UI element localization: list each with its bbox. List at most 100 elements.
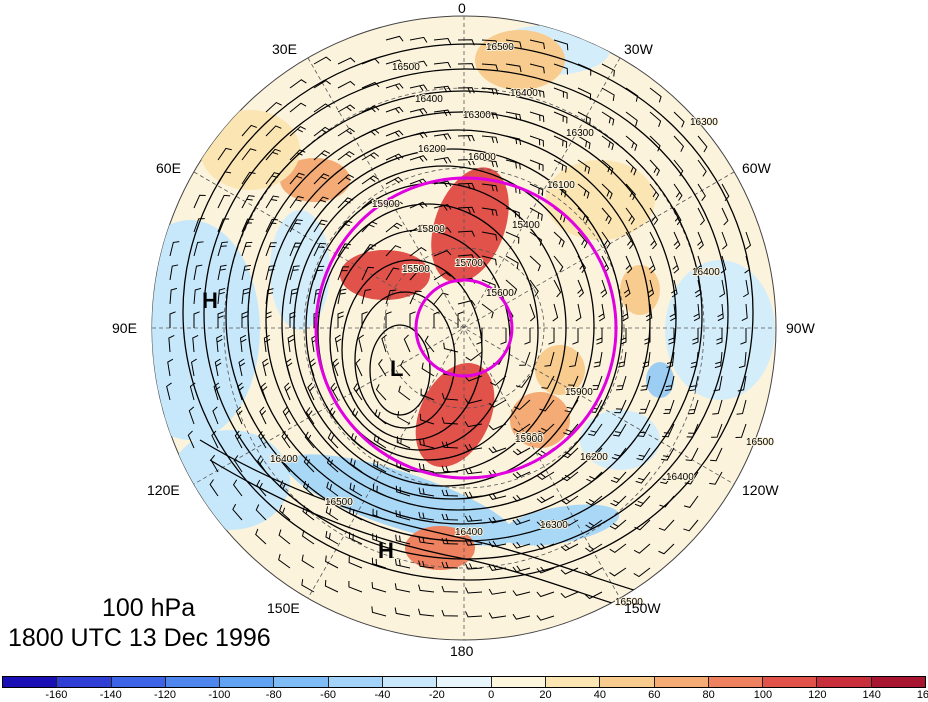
wind-barb — [385, 245, 402, 257]
wind-barb — [421, 362, 435, 377]
wind-barb — [457, 87, 475, 94]
wind-barb — [361, 311, 368, 328]
wind-barb — [355, 358, 363, 377]
wind-barb — [313, 265, 325, 281]
wind-barb — [216, 334, 223, 353]
wind-barb — [529, 231, 543, 246]
wind-barb — [572, 328, 579, 345]
wind-barb — [673, 207, 682, 226]
wind-barb — [658, 519, 675, 531]
wind-barb — [193, 264, 203, 281]
wind-barb — [611, 447, 627, 460]
wind-barb — [464, 467, 483, 475]
wind-barb — [716, 328, 723, 345]
colorbar-segment — [111, 677, 166, 687]
contour-label: 16300 — [690, 117, 718, 128]
wind-barb — [433, 61, 452, 68]
wind-barb — [212, 406, 219, 425]
wind-barb — [441, 513, 459, 521]
wind-barb — [289, 265, 300, 281]
wind-barb — [481, 183, 498, 192]
wind-barb — [601, 63, 615, 77]
wind-barb — [361, 289, 372, 305]
wind-barb — [418, 487, 435, 497]
contour-label: 15900 — [565, 387, 593, 398]
colorbar-segment — [383, 677, 438, 687]
wind-barb — [313, 103, 331, 113]
wind-barb — [241, 288, 250, 305]
wind-barb — [529, 159, 544, 172]
wind-barb — [719, 279, 726, 298]
wind-barb — [663, 399, 675, 414]
wind-barb — [441, 417, 459, 425]
wind-barb — [279, 480, 291, 497]
wind-barb — [625, 111, 638, 127]
wind-barb — [488, 516, 507, 524]
wind-barb — [488, 399, 507, 408]
wind-barb — [552, 303, 559, 322]
wind-barb — [167, 358, 174, 377]
wind-barb — [529, 39, 546, 50]
wind-barb — [560, 543, 579, 552]
wind-barb — [361, 105, 380, 113]
wind-barb — [476, 328, 483, 345]
contour-label: 15600 — [486, 288, 514, 299]
wind-barb — [577, 279, 585, 298]
wind-barb — [512, 590, 531, 596]
wind-barb — [348, 580, 363, 593]
wind-barb — [637, 423, 651, 437]
wind-barb — [349, 507, 363, 521]
wind-barb — [385, 311, 392, 328]
wind-barb — [457, 254, 476, 261]
wind-barb — [512, 613, 531, 620]
wind-barb — [553, 159, 567, 173]
wind-barb — [381, 334, 387, 353]
wind-barb — [505, 279, 518, 296]
wind-barb — [697, 231, 704, 250]
wind-barb — [512, 518, 531, 526]
wind-barb — [313, 126, 331, 137]
wind-barb — [561, 471, 579, 482]
wind-barb — [616, 375, 627, 391]
wind-barb — [601, 231, 611, 249]
wind-barb — [433, 292, 449, 305]
wind-barb — [361, 266, 374, 281]
wind-barb — [265, 265, 276, 281]
wind-barb — [289, 219, 303, 233]
contour-label: 16000 — [515, 432, 543, 443]
wind-barb — [563, 423, 579, 436]
wind-barb — [289, 102, 307, 113]
wind-barb — [577, 255, 587, 273]
wind-barb — [241, 241, 253, 257]
wind-barb — [313, 150, 331, 161]
wind-barb — [505, 135, 522, 145]
contour-label: 16500 — [486, 42, 514, 53]
contour-label: 16200 — [580, 452, 608, 463]
anomaly-shading — [152, 25, 775, 570]
wind-barb — [313, 79, 331, 89]
lon-label-120w: 120W — [742, 482, 779, 498]
wind-barb — [289, 172, 305, 185]
wind-barb — [385, 153, 404, 161]
lon-label-180: 180 — [450, 643, 474, 659]
wind-barb — [623, 279, 631, 298]
wind-barb — [553, 111, 568, 124]
wind-barb — [713, 375, 723, 392]
wind-barb — [385, 130, 404, 137]
wind-barb — [301, 554, 315, 569]
wind-barb — [256, 479, 267, 497]
wind-barb — [395, 485, 411, 497]
wind-barb — [385, 83, 404, 90]
wind-barb — [361, 243, 377, 257]
contour-labels: 16500 16500 16400 16400 16300 16300 16200 16100… — [269, 41, 775, 609]
wind-barb — [169, 241, 180, 257]
wind-barb — [505, 255, 519, 270]
wind-barb — [337, 57, 356, 65]
wind-barb — [217, 311, 224, 328]
wind-barb — [649, 183, 660, 201]
wind-barb — [465, 611, 483, 618]
lon-label-0: 0 — [458, 0, 466, 16]
wind-barb — [433, 180, 452, 188]
wind-barb — [457, 300, 476, 306]
